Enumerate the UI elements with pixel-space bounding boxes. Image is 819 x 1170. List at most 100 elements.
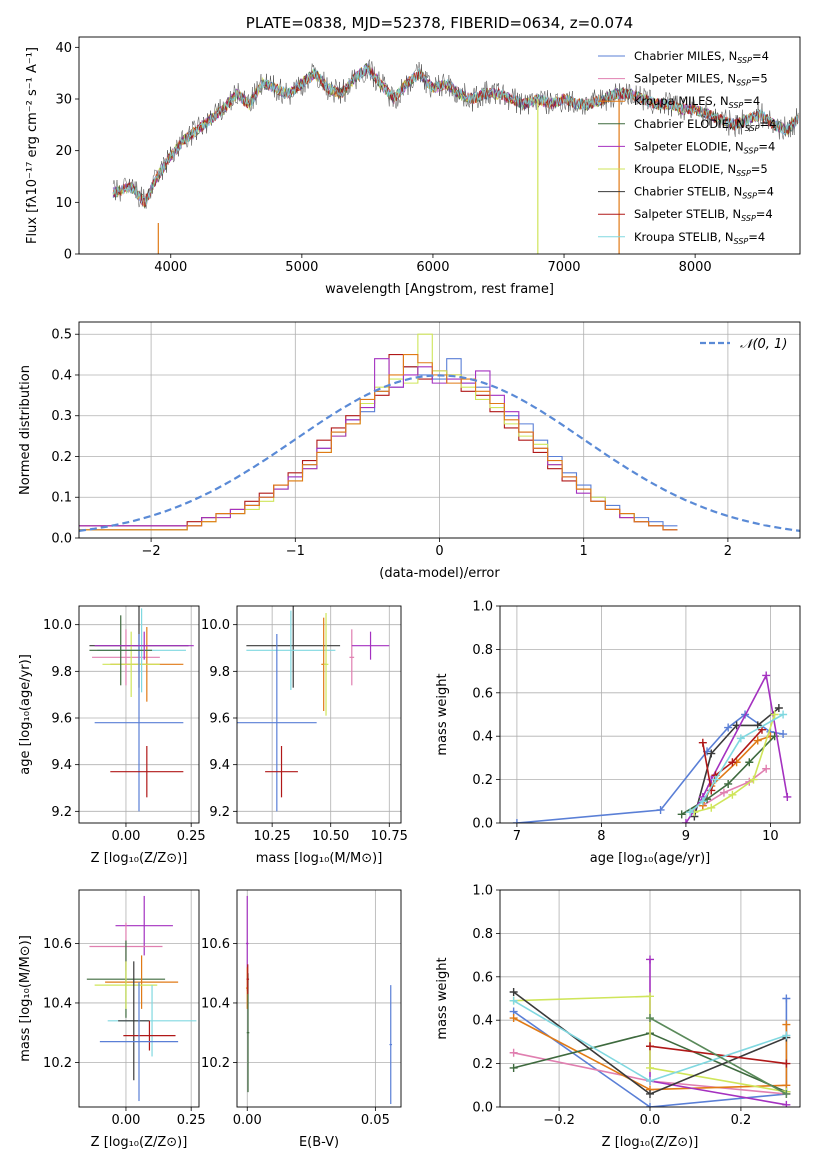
weight-marker bbox=[782, 1059, 791, 1068]
errorbar-point bbox=[105, 955, 179, 1009]
grid bbox=[237, 606, 401, 823]
x-tick-label: 0.2 bbox=[731, 1113, 752, 1128]
weight-marker bbox=[728, 758, 737, 767]
plot-area bbox=[245, 895, 393, 1105]
weight-marker bbox=[509, 1063, 518, 1072]
x-tick-label: 0 bbox=[435, 544, 443, 559]
weight-marker bbox=[783, 792, 792, 801]
weight-marker bbox=[509, 1048, 518, 1057]
y-tick-label: 0.5 bbox=[51, 328, 72, 343]
y-tick-label: 9.6 bbox=[51, 712, 72, 727]
weight-marker bbox=[762, 764, 771, 773]
legend: Chabrier MILES, NSSP=4 Salpeter MILES, NS… bbox=[598, 49, 776, 246]
y-tick-label: 0.4 bbox=[472, 1014, 493, 1029]
x-tick-label: 0.25 bbox=[177, 829, 206, 844]
y-axis-label: Normed distribution bbox=[18, 365, 33, 495]
legend-label: Salpeter STELIB, NSSP=4 bbox=[634, 207, 773, 223]
errorbar-point bbox=[92, 629, 160, 686]
y-tick-label: 0.1 bbox=[51, 491, 72, 506]
axes-frame bbox=[78, 605, 200, 824]
panel-mass-vs-ebv: 0.00 0.05 10.2 10.4 10.6 E(B-V) bbox=[201, 889, 402, 1150]
weight-marker bbox=[646, 1089, 654, 1098]
errorbar-point bbox=[102, 631, 160, 697]
errorbar-point bbox=[265, 746, 298, 798]
histogram-step bbox=[79, 358, 678, 531]
weight-marker bbox=[646, 1014, 654, 1023]
weight-line bbox=[649, 1017, 787, 1095]
chart-title: PLATE=0838, MJD=52378, FIBERID=0634, z=0… bbox=[246, 14, 633, 32]
weight-marker bbox=[698, 797, 707, 806]
weight-line bbox=[513, 1017, 788, 1091]
y-tick-label: 0.0 bbox=[472, 817, 493, 832]
errorbar-point bbox=[246, 964, 250, 995]
spectrum-line bbox=[112, 65, 799, 205]
axes-frame bbox=[78, 321, 801, 539]
y-axis-label: Flux [fλ10⁻¹⁷ erg cm⁻² s⁻¹ A⁻¹] bbox=[25, 47, 40, 244]
legend-label: 𝒩(0, 1) bbox=[740, 337, 787, 352]
errorbar-point bbox=[351, 631, 390, 660]
weight-marker bbox=[698, 738, 707, 747]
panel-mass-vs-Z: 0.00 0.25 10.2 10.4 10.6 Z [log₁₀(Z/Z⊙)] mass … bbox=[18, 889, 206, 1150]
y-tick-label: 0.0 bbox=[472, 1101, 493, 1116]
x-tick-label: 1 bbox=[580, 544, 588, 559]
weight-marker bbox=[774, 703, 783, 712]
plot-area bbox=[112, 59, 799, 254]
y-tick-label: 10.6 bbox=[43, 937, 72, 952]
y-tick-label: 10 bbox=[55, 196, 72, 211]
y-tick-label: 10.4 bbox=[43, 996, 72, 1011]
weight-marker bbox=[686, 808, 695, 817]
x-tick-label: −0.2 bbox=[543, 1113, 575, 1128]
axes-frame bbox=[236, 889, 402, 1108]
x-axis-label: mass [log₁₀(M/M⊙)] bbox=[256, 851, 383, 866]
weight-line bbox=[649, 1045, 787, 1065]
legend-label: Chabrier MILES, NSSP=4 bbox=[634, 49, 769, 65]
y-tick-label: 0.0 bbox=[51, 532, 72, 547]
x-tick-label: 10.25 bbox=[254, 829, 291, 844]
y-tick-label: 30 bbox=[55, 93, 72, 108]
weight-marker bbox=[646, 1076, 654, 1085]
x-tick-label: 0.05 bbox=[361, 1113, 390, 1128]
legend-label: Chabrier STELIB, NSSP=4 bbox=[634, 185, 774, 201]
x-axis-label: (data-model)/error bbox=[379, 566, 500, 581]
x-tick-label: 2 bbox=[724, 544, 732, 559]
y-tick-label: 20 bbox=[55, 144, 72, 159]
panel-spectrum: 4000 5000 6000 7000 8000 0 10 20 30 40 Chabrier MI… bbox=[25, 14, 801, 297]
weight-marker bbox=[707, 749, 716, 758]
y-tick-label: 9.4 bbox=[209, 758, 230, 773]
grid bbox=[500, 605, 800, 824]
plot-area bbox=[509, 955, 791, 1107]
axes-frame bbox=[236, 605, 402, 824]
weight-marker bbox=[719, 788, 728, 797]
x-axis-label: wavelength [Angstrom, rest frame] bbox=[325, 282, 554, 297]
panel-mass-weight-vs-Z: −0.2 0.0 0.2 0.0 0.2 0.4 0.6 0.8 1.0 Z [log₁₀(Z/Z… bbox=[435, 884, 801, 1150]
x-tick-label: 9 bbox=[682, 829, 690, 844]
weight-marker bbox=[646, 1103, 654, 1107]
y-tick-label: 9.2 bbox=[209, 805, 230, 820]
weight-marker bbox=[779, 730, 788, 739]
weight-marker bbox=[782, 1089, 791, 1098]
x-axis-label: Z [log₁₀(Z/Z⊙)] bbox=[91, 1135, 188, 1150]
y-tick-label: 0.8 bbox=[472, 643, 493, 658]
weight-marker bbox=[707, 803, 716, 812]
weight-marker bbox=[745, 758, 754, 767]
x-tick-label: 0.00 bbox=[233, 1113, 262, 1128]
x-tick-label: 10 bbox=[762, 829, 779, 844]
y-tick-label: 0.2 bbox=[472, 773, 493, 788]
histogram-step bbox=[79, 333, 678, 531]
weight-marker bbox=[509, 996, 518, 1005]
panel-age-vs-Z: 0.00 0.25 9.2 9.4 9.6 9.8 10.0 Z [log₁₀(Z/Z⊙)] a… bbox=[18, 605, 206, 866]
y-tick-label: 1.0 bbox=[472, 600, 493, 615]
weight-marker bbox=[509, 987, 518, 996]
weight-marker bbox=[512, 819, 521, 823]
weight-marker bbox=[646, 1042, 654, 1051]
weight-marker bbox=[656, 805, 665, 814]
y-tick-label: 9.6 bbox=[209, 712, 230, 727]
y-axis-label: mass weight bbox=[435, 673, 450, 755]
weight-marker bbox=[782, 1031, 791, 1040]
plot-area bbox=[237, 606, 390, 812]
x-tick-label: −2 bbox=[142, 544, 161, 559]
weight-marker bbox=[724, 779, 733, 788]
x-tick-label: 0.0 bbox=[640, 1113, 661, 1128]
histogram-step bbox=[79, 354, 678, 531]
y-tick-label: 0.2 bbox=[472, 1057, 493, 1072]
